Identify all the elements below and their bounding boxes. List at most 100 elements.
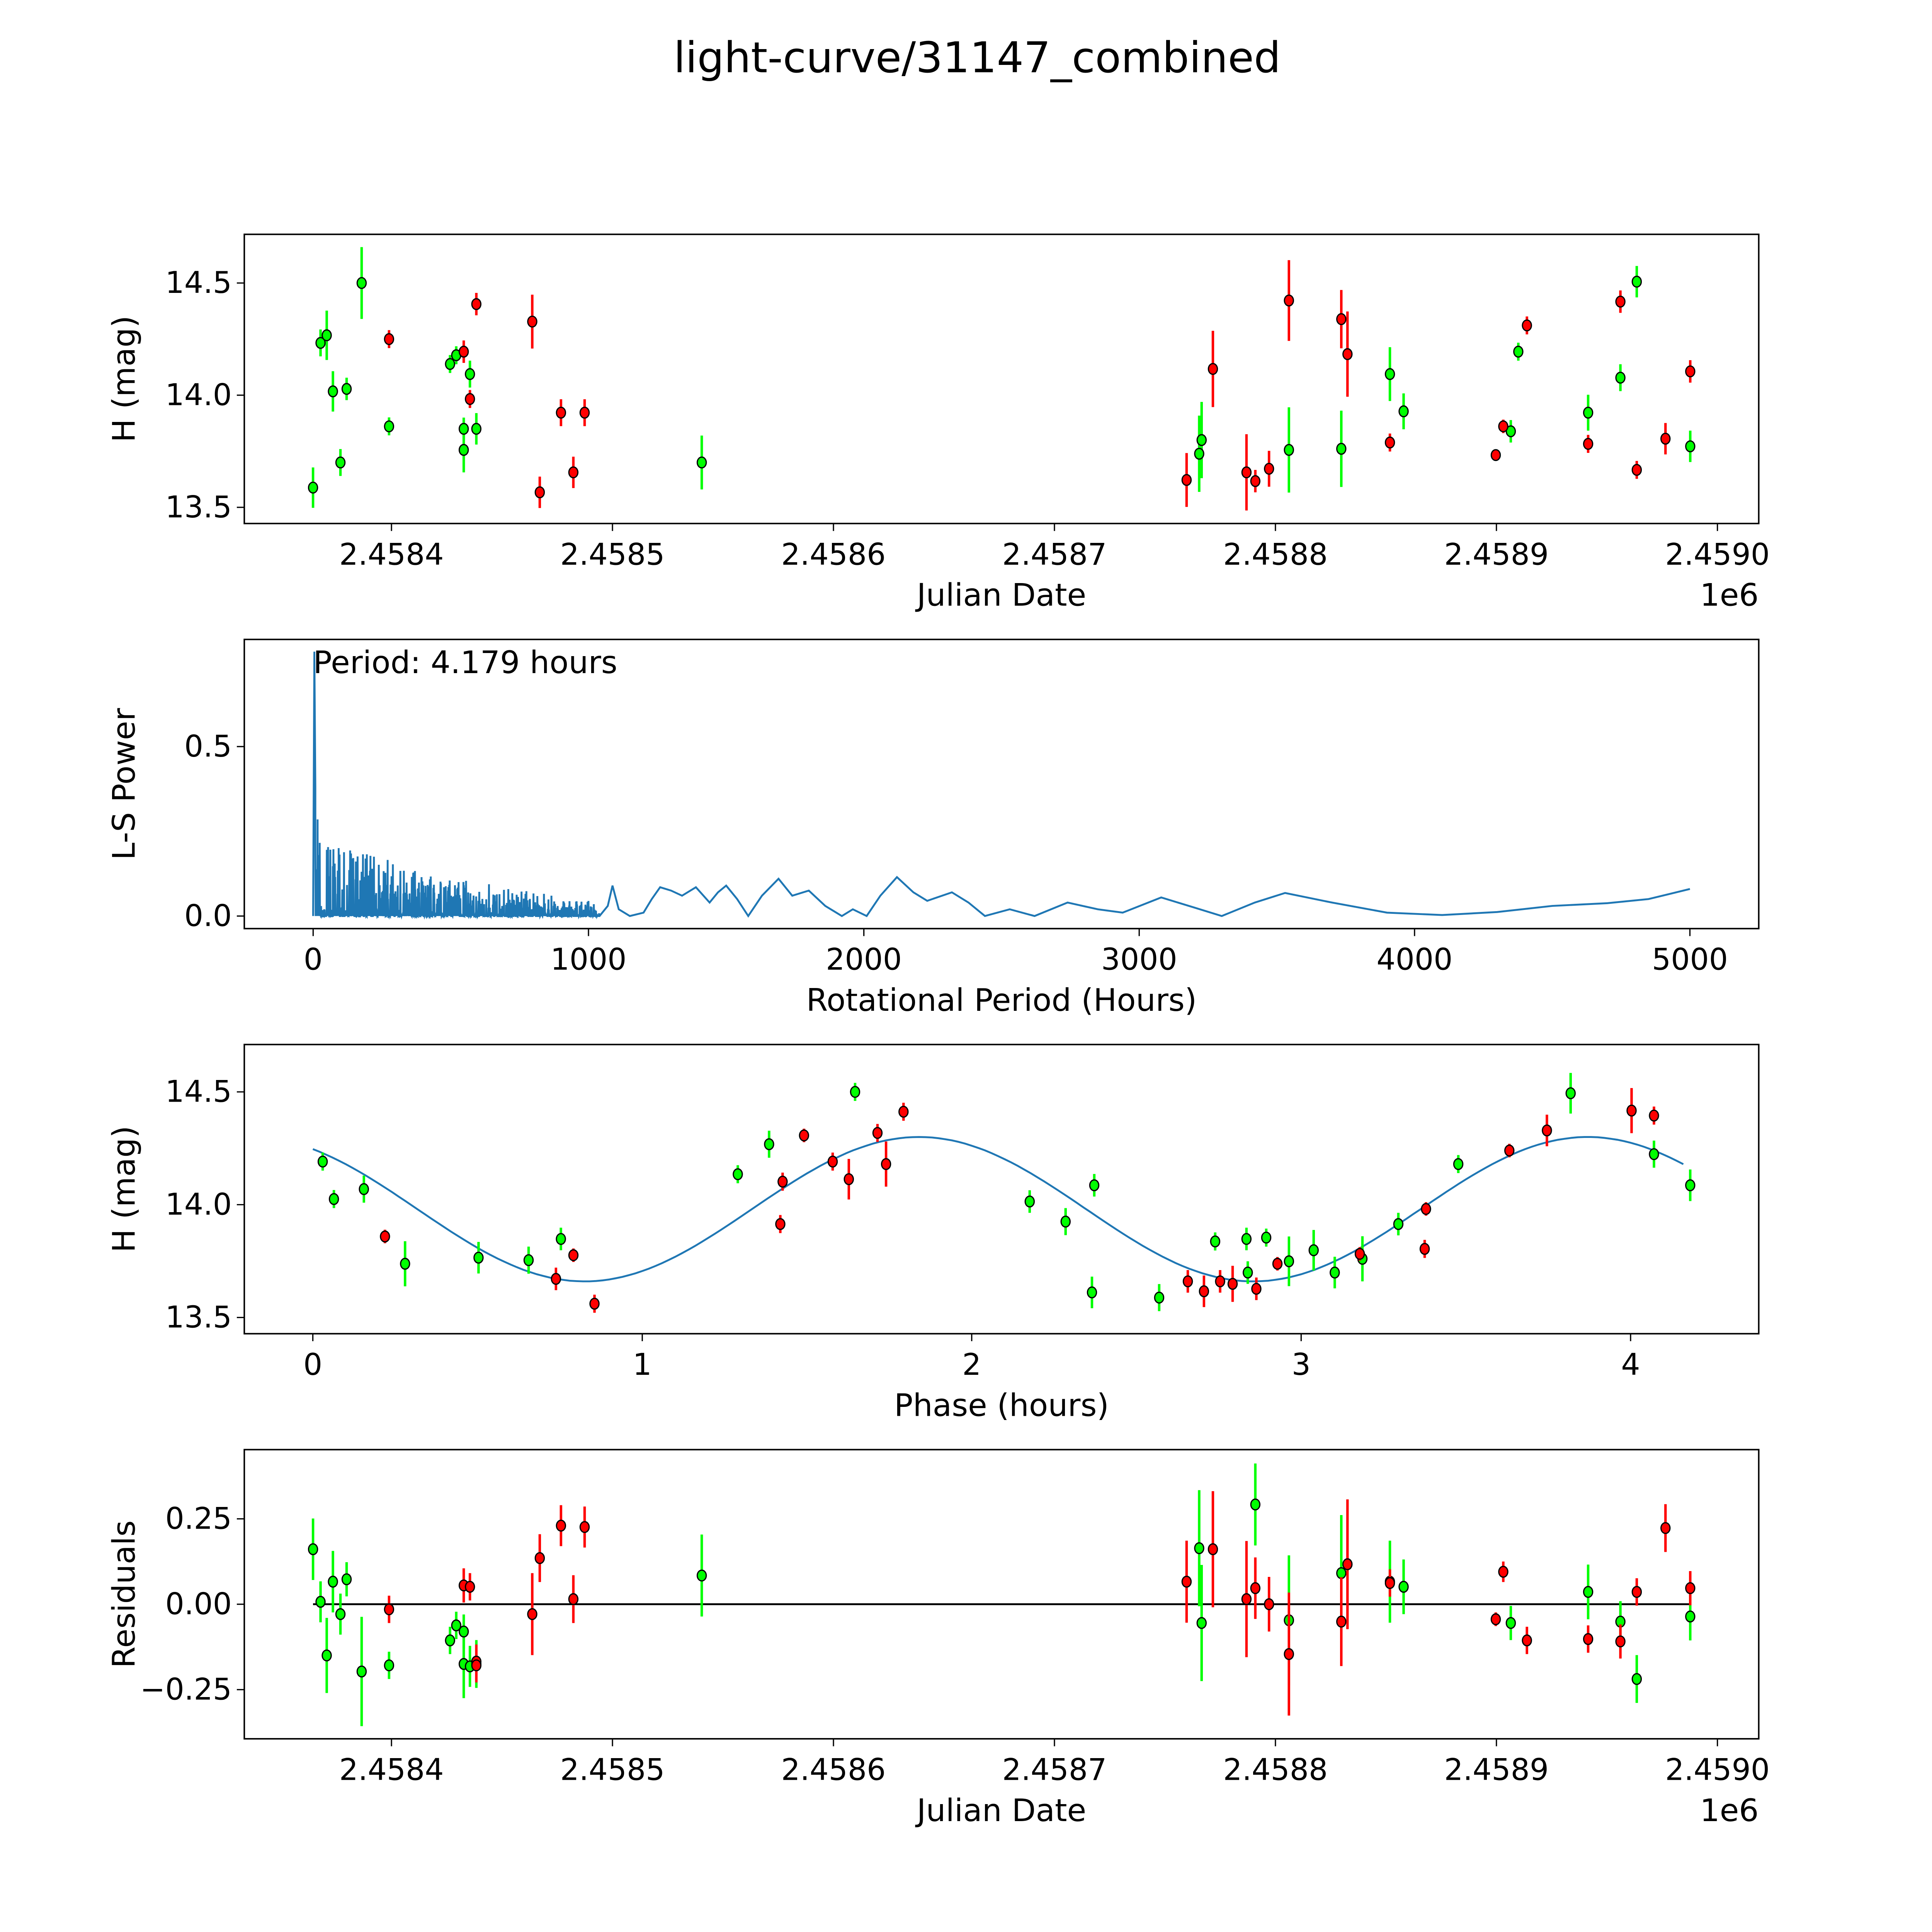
axes-frame: [243, 1044, 1760, 1335]
data-point-red: [384, 333, 395, 345]
periodogram-line: [312, 651, 1690, 920]
data-point-green: [464, 368, 475, 380]
data-point-green: [315, 1596, 326, 1608]
data-point-green: [321, 329, 332, 342]
axes-frame: [243, 233, 1760, 524]
x-tick-label: 4000: [1376, 942, 1452, 977]
data-point-red: [556, 1519, 566, 1532]
plot-area: [308, 247, 1696, 511]
data-point-red: [579, 1521, 590, 1533]
data-point-green: [1194, 1542, 1204, 1554]
x-tick-label: 2: [962, 1347, 981, 1382]
data-point-green: [1243, 1266, 1253, 1279]
data-point-green: [1241, 1233, 1252, 1245]
x-tick-label: 2.4586: [781, 537, 886, 572]
x-tick-label: 2.4585: [560, 537, 665, 572]
data-point-green: [1398, 1581, 1409, 1593]
data-point-red: [380, 1230, 390, 1243]
data-point-green: [335, 456, 346, 469]
data-point-green: [523, 1254, 534, 1266]
y-tick-label: 14.0: [165, 378, 232, 413]
y-tick-label: 14.5: [165, 265, 232, 300]
data-point-red: [551, 1273, 561, 1285]
data-point-red: [1490, 1613, 1501, 1626]
data-point-red: [1208, 363, 1218, 375]
x-axis-label: Julian Date: [915, 577, 1087, 614]
plot-area: [308, 1463, 1696, 1726]
data-point-red: [464, 1581, 475, 1593]
x-tick-label: 2.4586: [781, 1752, 886, 1787]
data-point-green: [1384, 368, 1395, 380]
data-point-red: [775, 1218, 786, 1230]
x-tick-label: 0: [304, 942, 323, 977]
y-axis-label: H (mag): [106, 315, 142, 442]
data-point-green: [1685, 1611, 1696, 1623]
data-point-red: [1250, 1582, 1261, 1594]
data-point-red: [777, 1175, 788, 1188]
data-point-green: [764, 1138, 774, 1150]
x-tick-label: 2.4590: [1665, 537, 1770, 572]
y-tick-label: 13.5: [165, 1300, 232, 1335]
data-point-red: [1490, 449, 1501, 461]
data-point-red: [568, 1249, 579, 1261]
panel-phased: 0 1 2 3 4 13.5 14.0 14.5 Phase (hours) H (mag): [106, 1044, 1760, 1424]
x-tick-label: 2.4588: [1223, 1752, 1328, 1787]
data-point-red: [1631, 1586, 1642, 1598]
data-point-green: [384, 1659, 395, 1672]
y-tick-label: 14.5: [165, 1075, 232, 1109]
data-point-green: [451, 1619, 461, 1631]
data-point-red: [1522, 319, 1532, 332]
data-point-green: [1284, 444, 1294, 456]
data-point-green: [1453, 1158, 1464, 1170]
x-tick-label: 4: [1621, 1347, 1640, 1382]
data-point-red: [579, 406, 590, 419]
data-point-red: [464, 393, 475, 405]
x-tick-label: 2.4584: [339, 1752, 444, 1787]
x-axis-label: Rotational Period (Hours): [806, 982, 1197, 1019]
data-point-red: [1626, 1104, 1637, 1117]
data-point-red: [872, 1127, 883, 1139]
data-point-green: [341, 383, 352, 395]
data-point-green: [1649, 1148, 1659, 1160]
data-point-red: [1264, 463, 1274, 475]
y-tick-label: 0.0: [184, 899, 232, 934]
data-point-red: [1250, 475, 1261, 487]
data-point-red: [1208, 1543, 1218, 1555]
data-point-red: [1342, 348, 1353, 360]
data-point-green: [1250, 1498, 1261, 1511]
data-point-red: [1181, 474, 1192, 486]
fit-curve: [312, 1136, 1684, 1282]
y-tick-label: −0.25: [140, 1672, 232, 1707]
data-point-red: [898, 1105, 909, 1118]
x-tick-label: 3: [1292, 1347, 1311, 1382]
data-point-green: [356, 277, 367, 289]
y-tick-label: 14.0: [165, 1187, 232, 1222]
data-point-green: [1194, 447, 1204, 460]
y-axis-label: L-S Power: [106, 708, 142, 860]
data-point-green: [458, 423, 469, 435]
data-point-red: [1498, 420, 1509, 432]
y-tick-label: 13.5: [165, 490, 232, 525]
data-point-red: [471, 1659, 481, 1672]
data-point-red: [1342, 1558, 1353, 1570]
panel-periodogram: 0 1000 2000 3000 4000 5000 0.0 0.5 Rotational Pe…: [106, 638, 1760, 1019]
data-point-red: [1615, 1635, 1626, 1648]
data-point-green: [1210, 1235, 1221, 1248]
data-point-red: [799, 1129, 810, 1141]
y-axis-label: Residuals: [106, 1520, 142, 1668]
axes-frame: [243, 638, 1760, 930]
data-point-green: [696, 1569, 707, 1582]
x-tick-label: 2.4589: [1444, 1752, 1549, 1787]
data-point-red: [527, 315, 537, 328]
y-tick-label: 0.00: [165, 1587, 232, 1622]
panel-light-curve: 2.4584 2.4585 2.4586 2.4587 2.4588 2.4589 2.45…: [106, 233, 1770, 614]
data-point-green: [1330, 1266, 1340, 1279]
data-point-red: [534, 486, 545, 498]
data-point-red: [1522, 1634, 1532, 1646]
data-point-green: [445, 358, 455, 370]
data-point-green: [1615, 371, 1626, 384]
data-point-red: [589, 1298, 600, 1310]
data-point-green: [1154, 1291, 1165, 1304]
x-tick-label: 5000: [1652, 942, 1728, 977]
